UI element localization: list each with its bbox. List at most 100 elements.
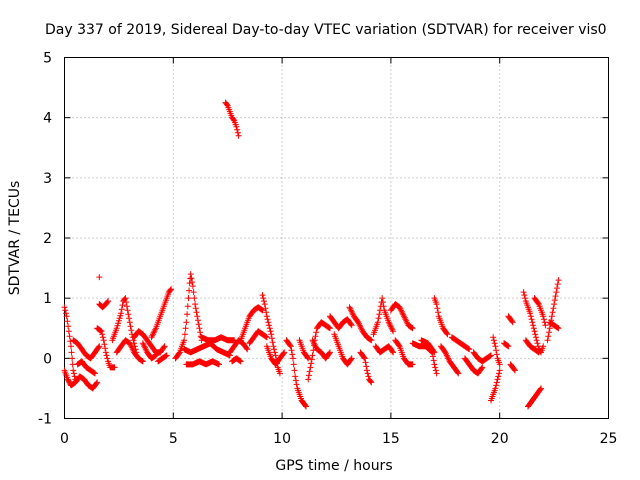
data-point	[366, 336, 373, 343]
data-point	[455, 370, 462, 377]
data-point	[362, 359, 369, 366]
data-point	[326, 349, 333, 356]
data-point	[554, 281, 561, 288]
data-point	[493, 382, 500, 389]
data-point	[368, 379, 375, 386]
data-point	[444, 331, 451, 338]
data-point	[554, 324, 561, 331]
data-point	[162, 353, 169, 360]
data-point	[244, 346, 251, 353]
data-point	[288, 347, 295, 354]
data-point	[431, 361, 438, 368]
data-point	[122, 295, 129, 302]
data-point	[367, 336, 374, 343]
data-point	[114, 322, 121, 329]
data-point	[259, 292, 266, 299]
data-point	[104, 355, 111, 362]
data-point	[183, 319, 190, 326]
data-point	[263, 313, 270, 320]
data-point	[115, 320, 122, 327]
data-point	[494, 376, 501, 383]
data-point	[258, 306, 265, 313]
data-point	[292, 377, 299, 384]
data-point	[479, 364, 486, 371]
data-point	[367, 378, 374, 385]
data-point	[493, 379, 500, 386]
data-point	[313, 329, 320, 336]
data-point	[554, 324, 561, 331]
data-point	[364, 370, 371, 377]
data-point	[520, 289, 527, 296]
data-point	[535, 348, 542, 355]
data-point	[290, 361, 297, 368]
data-point	[127, 323, 134, 330]
data-point	[395, 342, 402, 349]
axis-ticks	[64, 57, 609, 419]
data-point	[325, 324, 332, 331]
x-tick-label: 5	[169, 431, 178, 447]
data-point	[270, 343, 277, 350]
data-point	[546, 329, 553, 336]
data-point	[262, 305, 269, 312]
x-axis-label: GPS time / hours	[275, 458, 392, 474]
data-point	[160, 344, 167, 351]
data-point	[495, 370, 502, 377]
data-point	[326, 350, 333, 357]
data-point	[408, 324, 415, 331]
data-point	[305, 376, 312, 383]
data-point	[276, 370, 283, 377]
data-point	[123, 303, 130, 310]
data-point	[98, 328, 105, 335]
data-point	[390, 349, 397, 356]
data-point	[271, 349, 278, 356]
data-point	[151, 353, 158, 360]
data-point	[99, 331, 106, 338]
data-point	[551, 297, 558, 304]
data-point	[509, 318, 516, 325]
data-point	[189, 283, 196, 290]
data-point	[118, 306, 125, 313]
data-point	[363, 363, 370, 370]
data-point	[535, 349, 542, 356]
x-tick-label: 25	[600, 431, 618, 447]
data-point	[176, 350, 183, 357]
data-point	[64, 318, 71, 325]
data-point	[101, 341, 108, 348]
data-point	[348, 322, 355, 329]
data-point	[380, 303, 387, 310]
data-point	[289, 351, 296, 358]
x-tick-label: 20	[491, 431, 509, 447]
data-point	[230, 116, 237, 123]
data-point	[184, 311, 191, 318]
data-point	[532, 331, 539, 338]
data-point	[464, 345, 471, 352]
data-point	[528, 316, 535, 323]
data-point	[97, 327, 104, 334]
data-point	[125, 311, 132, 318]
data-point	[374, 319, 381, 326]
data-point	[243, 345, 250, 352]
data-point	[521, 292, 528, 299]
data-point	[441, 348, 448, 355]
data-point	[168, 286, 175, 293]
data-point	[237, 358, 244, 365]
data-point	[530, 325, 537, 332]
data-point	[361, 355, 368, 362]
data-point	[139, 358, 146, 365]
data-point	[102, 345, 109, 352]
data-point	[186, 287, 193, 294]
data-point	[104, 299, 111, 306]
data-point	[70, 370, 77, 377]
data-point	[94, 379, 101, 386]
data-point	[431, 349, 438, 356]
data-point	[191, 295, 198, 302]
data-point	[540, 313, 547, 320]
data-point	[68, 349, 75, 356]
data-point	[138, 357, 145, 364]
data-point	[545, 333, 552, 340]
data-point	[310, 347, 317, 354]
data-point	[268, 331, 275, 338]
data-point	[61, 304, 68, 311]
data-point	[496, 361, 503, 368]
